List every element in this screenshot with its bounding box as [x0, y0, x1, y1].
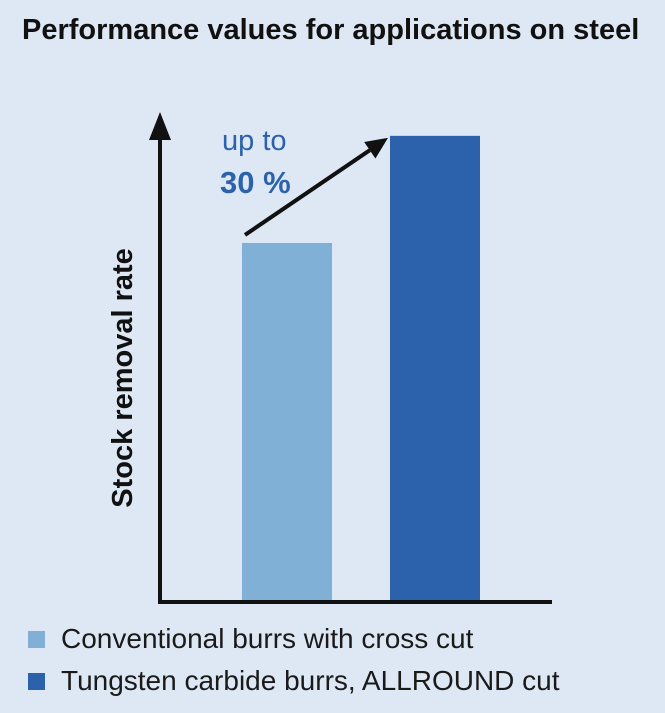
increase-annotation: up to 30 % — [220, 125, 388, 237]
annotation-prefix: up to — [222, 125, 287, 157]
y-axis-label: Stock removal rate — [107, 248, 139, 508]
bar-allround — [390, 135, 480, 600]
y-axis-arrowhead — [149, 112, 171, 140]
annotation-value: 30 % — [220, 165, 291, 200]
legend-item-conventional: Conventional burrs with cross cut — [28, 618, 560, 660]
bar-conventional — [242, 242, 332, 601]
legend-label: Conventional burrs with cross cut — [61, 623, 474, 654]
legend-swatch — [28, 630, 45, 648]
chart-title: Performance values for applications on s… — [22, 14, 640, 46]
legend-item-allround: Tungsten carbide burrs, ALLROUND cut — [28, 660, 560, 702]
increase-arrow-head — [364, 137, 388, 159]
legend-label: Tungsten carbide burrs, ALLROUND cut — [61, 665, 560, 696]
increase-arrow-line — [243, 148, 371, 237]
bar-chart: Stock removal rate up to 30 % — [107, 112, 552, 604]
legend: Conventional burrs with cross cut Tungst… — [28, 618, 560, 702]
bars-group — [242, 135, 480, 601]
legend-swatch — [28, 672, 45, 690]
